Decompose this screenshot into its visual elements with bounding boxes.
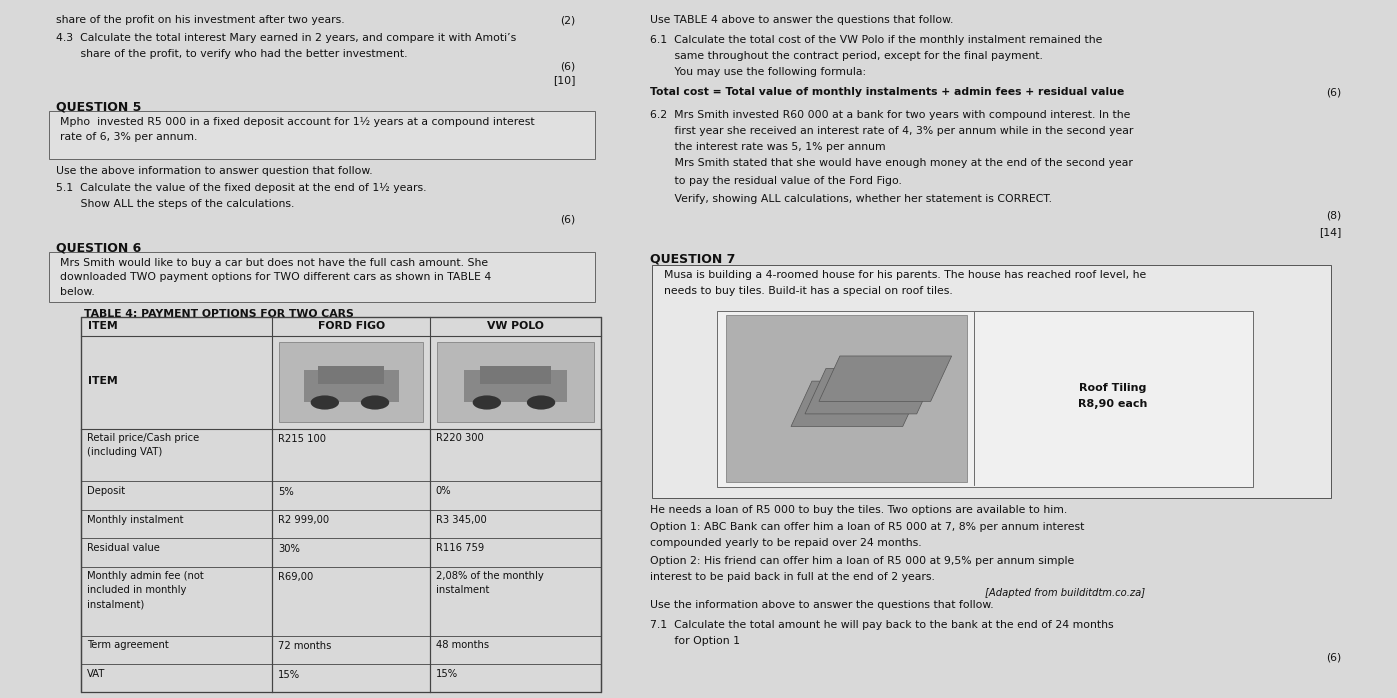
Text: 2,08% of the monthly: 2,08% of the monthly xyxy=(436,572,543,581)
Text: QUESTION 6: QUESTION 6 xyxy=(56,242,141,255)
Text: downloaded TWO payment options for TWO different cars as shown in TABLE 4: downloaded TWO payment options for TWO d… xyxy=(60,272,492,282)
Text: Residual value: Residual value xyxy=(87,543,159,553)
Text: 48 months: 48 months xyxy=(436,641,489,651)
Text: instalment): instalment) xyxy=(87,600,144,609)
Text: Deposit: Deposit xyxy=(87,487,124,496)
Text: Use the above information to answer question that follow.: Use the above information to answer ques… xyxy=(56,166,373,176)
Text: Use TABLE 4 above to answer the questions that follow.: Use TABLE 4 above to answer the question… xyxy=(650,15,953,25)
Text: R220 300: R220 300 xyxy=(436,433,483,443)
Text: 15%: 15% xyxy=(278,669,300,680)
Text: (2): (2) xyxy=(560,15,576,25)
Text: share of the profit, to verify who had the better investment.: share of the profit, to verify who had t… xyxy=(56,49,408,59)
Text: R3 345,00: R3 345,00 xyxy=(436,514,486,525)
FancyBboxPatch shape xyxy=(49,252,595,302)
Circle shape xyxy=(472,395,502,410)
Bar xyxy=(464,370,567,402)
FancyBboxPatch shape xyxy=(49,111,595,159)
Polygon shape xyxy=(791,381,923,426)
Text: the interest rate was 5, 1% per annum: the interest rate was 5, 1% per annum xyxy=(650,142,886,151)
Text: (including VAT): (including VAT) xyxy=(87,447,162,457)
Text: 30%: 30% xyxy=(278,544,300,554)
FancyBboxPatch shape xyxy=(652,265,1331,498)
Bar xyxy=(437,342,594,422)
Text: (6): (6) xyxy=(560,214,576,224)
Text: ITEM: ITEM xyxy=(88,376,117,385)
Bar xyxy=(479,366,552,384)
Text: (8): (8) xyxy=(1326,211,1341,221)
Bar xyxy=(305,370,398,402)
Text: Verify, showing ALL calculations, whether her statement is CORRECT.: Verify, showing ALL calculations, whethe… xyxy=(650,194,1052,204)
Text: R215 100: R215 100 xyxy=(278,434,326,444)
Text: [Adapted from builditdtm.co.za]: [Adapted from builditdtm.co.za] xyxy=(985,588,1146,597)
Text: Musa is building a 4-roomed house for his parents. The house has reached roof le: Musa is building a 4-roomed house for hi… xyxy=(664,270,1146,280)
FancyBboxPatch shape xyxy=(717,311,1253,487)
Text: VAT: VAT xyxy=(87,669,105,679)
Text: 6.2  Mrs Smith invested R60 000 at a bank for two years with compound interest. : 6.2 Mrs Smith invested R60 000 at a bank… xyxy=(650,110,1130,119)
Text: 7.1  Calculate the total amount he will pay back to the bank at the end of 24 mo: 7.1 Calculate the total amount he will p… xyxy=(650,620,1113,630)
Text: 0%: 0% xyxy=(436,487,451,496)
Text: Roof Tiling: Roof Tiling xyxy=(1078,383,1146,393)
Text: Total cost = Total value of monthly instalments + admin fees + residual value: Total cost = Total value of monthly inst… xyxy=(650,87,1123,97)
Text: [10]: [10] xyxy=(553,75,576,84)
Text: VW POLO: VW POLO xyxy=(488,321,543,331)
Bar xyxy=(726,315,967,482)
Text: 4.3  Calculate the total interest Mary earned in 2 years, and compare it with Am: 4.3 Calculate the total interest Mary ea… xyxy=(56,33,515,43)
Text: TABLE 4: PAYMENT OPTIONS FOR TWO CARS: TABLE 4: PAYMENT OPTIONS FOR TWO CARS xyxy=(84,309,353,318)
Text: instalment: instalment xyxy=(436,586,489,595)
Bar xyxy=(319,366,384,384)
Bar xyxy=(279,342,423,422)
Text: Option 1: ABC Bank can offer him a loan of R5 000 at 7, 8% per annum interest: Option 1: ABC Bank can offer him a loan … xyxy=(650,522,1084,532)
Text: interest to be paid back in full at the end of 2 years.: interest to be paid back in full at the … xyxy=(650,572,935,582)
Text: below.: below. xyxy=(60,287,95,297)
Text: (6): (6) xyxy=(1326,87,1341,97)
Text: included in monthly: included in monthly xyxy=(87,586,186,595)
Text: 72 months: 72 months xyxy=(278,641,331,651)
Polygon shape xyxy=(819,356,951,401)
Text: rate of 6, 3% per annum.: rate of 6, 3% per annum. xyxy=(60,132,197,142)
Text: You may use the following formula:: You may use the following formula: xyxy=(650,67,866,77)
Text: needs to buy tiles. Build-it has a special on roof tiles.: needs to buy tiles. Build-it has a speci… xyxy=(664,286,953,296)
Text: Mrs Smith stated that she would have enough money at the end of the second year: Mrs Smith stated that she would have eno… xyxy=(650,158,1133,168)
Text: R8,90 each: R8,90 each xyxy=(1077,399,1147,408)
Circle shape xyxy=(360,395,390,410)
Text: QUESTION 7: QUESTION 7 xyxy=(650,253,735,266)
Text: 5%: 5% xyxy=(278,487,293,497)
Text: R69,00: R69,00 xyxy=(278,572,313,582)
Text: same throughout the contract period, except for the final payment.: same throughout the contract period, exc… xyxy=(650,51,1042,61)
Text: first year she received an interest rate of 4, 3% per annum while in the second : first year she received an interest rate… xyxy=(650,126,1133,135)
Text: (6): (6) xyxy=(1326,653,1341,662)
Text: [14]: [14] xyxy=(1319,227,1341,237)
Text: ITEM: ITEM xyxy=(88,321,117,331)
Text: 15%: 15% xyxy=(436,669,458,679)
Circle shape xyxy=(527,395,555,410)
Text: Show ALL the steps of the calculations.: Show ALL the steps of the calculations. xyxy=(56,199,295,209)
Text: compounded yearly to be repaid over 24 months.: compounded yearly to be repaid over 24 m… xyxy=(650,538,921,548)
Text: to pay the residual value of the Ford Figo.: to pay the residual value of the Ford Fi… xyxy=(650,176,901,186)
Text: Retail price/Cash price: Retail price/Cash price xyxy=(87,433,198,443)
Text: Mpho  invested R5 000 in a fixed deposit account for 1½ years at a compound inte: Mpho invested R5 000 in a fixed deposit … xyxy=(60,117,535,126)
Polygon shape xyxy=(805,369,937,414)
Text: FORD FIGO: FORD FIGO xyxy=(317,321,386,331)
Text: Monthly instalment: Monthly instalment xyxy=(87,514,183,525)
Text: Option 2: His friend can offer him a loan of R5 000 at 9,5% per annum simple: Option 2: His friend can offer him a loa… xyxy=(650,556,1074,566)
Text: QUESTION 5: QUESTION 5 xyxy=(56,101,141,114)
Circle shape xyxy=(310,395,339,410)
Text: He needs a loan of R5 000 to buy the tiles. Two options are available to him.: He needs a loan of R5 000 to buy the til… xyxy=(650,505,1067,514)
Bar xyxy=(81,317,601,692)
Text: R116 759: R116 759 xyxy=(436,543,485,553)
Text: 5.1  Calculate the value of the fixed deposit at the end of 1½ years.: 5.1 Calculate the value of the fixed dep… xyxy=(56,183,426,193)
Text: R2 999,00: R2 999,00 xyxy=(278,515,330,526)
Text: Mrs Smith would like to buy a car but does not have the full cash amount. She: Mrs Smith would like to buy a car but do… xyxy=(60,258,488,267)
Text: (6): (6) xyxy=(560,61,576,71)
Text: share of the profit on his investment after two years.: share of the profit on his investment af… xyxy=(56,15,345,25)
Text: Monthly admin fee (not: Monthly admin fee (not xyxy=(87,572,204,581)
Text: Term agreement: Term agreement xyxy=(87,641,169,651)
Text: for Option 1: for Option 1 xyxy=(650,636,739,646)
Text: 6.1  Calculate the total cost of the VW Polo if the monthly instalment remained : 6.1 Calculate the total cost of the VW P… xyxy=(650,35,1102,45)
Text: Use the information above to answer the questions that follow.: Use the information above to answer the … xyxy=(650,600,993,610)
